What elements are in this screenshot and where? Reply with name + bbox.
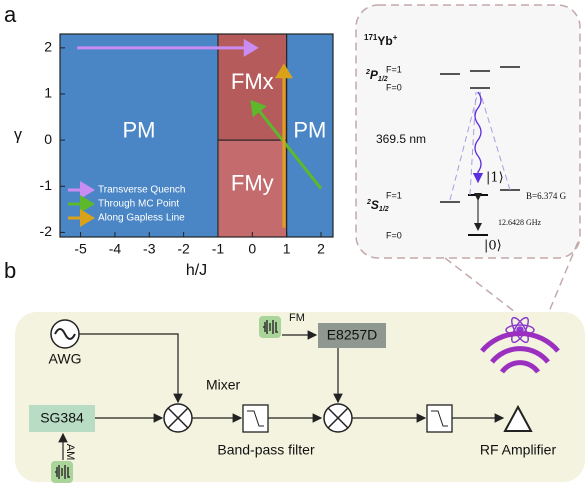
figure: PM FMx FMy PM Transverse Quench Through MC Po… bbox=[0, 0, 588, 489]
y-tick-label: -2 bbox=[40, 223, 53, 239]
region-label: PM bbox=[293, 117, 326, 142]
state-label: |0⟩ bbox=[484, 239, 502, 254]
filter bbox=[243, 405, 268, 432]
component-label: RF Amplifier bbox=[480, 442, 557, 458]
y-tick-label: -1 bbox=[40, 177, 53, 193]
phase-diagram: PM FMx FMy PM Transverse Quench Through MC Po… bbox=[14, 34, 333, 279]
legend-label: Transverse Quench bbox=[98, 185, 185, 196]
legend-label: Through MC Point bbox=[98, 199, 179, 210]
signal-icon bbox=[259, 316, 281, 338]
state-label: |1⟩ bbox=[486, 171, 504, 186]
panel-label: b bbox=[4, 258, 16, 283]
region-label: PM bbox=[122, 117, 155, 142]
f-label: F=1 bbox=[386, 190, 402, 200]
wavelength: 369.5 nm bbox=[376, 132, 426, 146]
modulation-label: FM bbox=[289, 312, 305, 324]
x-tick-label: 1 bbox=[283, 241, 291, 257]
device-label: E8257D bbox=[327, 327, 378, 343]
f-label: F=0 bbox=[386, 230, 402, 240]
energy-level-inset: 171Yb+ 2P1/2 2S1/2 F=1 F=0 F=1 F=0 369.5… bbox=[356, 5, 580, 258]
rf-chain: AWG SG384 E8257D Mixer Band-pass filter … bbox=[15, 312, 585, 483]
filter bbox=[427, 405, 452, 432]
legend-label: Along Gapless Line bbox=[98, 213, 185, 224]
f-label: F=1 bbox=[386, 64, 402, 74]
y-tick-label: 1 bbox=[44, 85, 52, 101]
f-label: F=0 bbox=[386, 82, 402, 92]
x-tick-label: 2 bbox=[317, 241, 325, 257]
component-label: Mixer bbox=[206, 377, 241, 393]
x-tick-label: 0 bbox=[248, 241, 256, 257]
device-label: SG384 bbox=[40, 410, 84, 426]
field-label: B=6.374 G bbox=[526, 191, 567, 201]
x-tick-label: -4 bbox=[109, 241, 122, 257]
frequency-label: 12.6428 GHz bbox=[498, 218, 542, 227]
x-tick-label: -1 bbox=[212, 241, 225, 257]
y-tick-label: 0 bbox=[44, 131, 52, 147]
signal-icon bbox=[51, 461, 73, 483]
panel-label: a bbox=[4, 2, 17, 27]
x-tick-label: -2 bbox=[177, 241, 190, 257]
x-tick-label: -3 bbox=[143, 241, 156, 257]
region-label: FMx bbox=[231, 69, 274, 94]
modulation-label: AM bbox=[64, 444, 76, 461]
device-label: AWG bbox=[49, 351, 82, 367]
y-axis-label: γ bbox=[14, 127, 22, 144]
y-tick-label: 2 bbox=[44, 39, 52, 55]
mixer bbox=[164, 404, 192, 432]
x-axis-label: h/J bbox=[186, 262, 207, 279]
mixer bbox=[324, 404, 352, 432]
region-label: FMy bbox=[231, 170, 274, 195]
x-tick-label: -5 bbox=[74, 241, 87, 257]
component-label: Band-pass filter bbox=[217, 442, 315, 458]
